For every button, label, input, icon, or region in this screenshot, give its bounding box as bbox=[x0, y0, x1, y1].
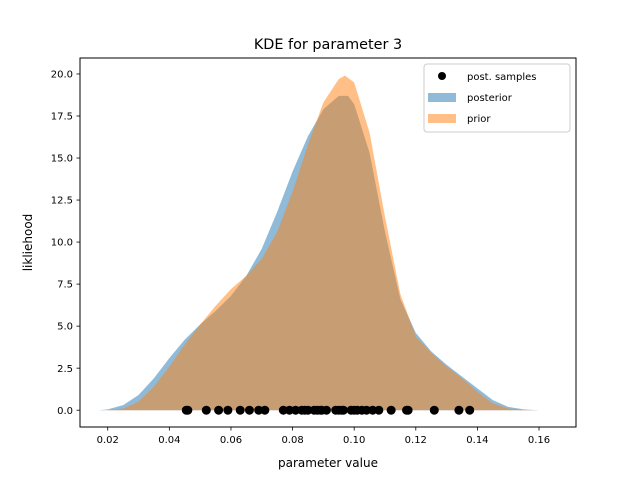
y-tick-label: 20.0 bbox=[51, 70, 73, 81]
x-tick-label: 0.12 bbox=[405, 435, 427, 446]
sample-point bbox=[362, 405, 372, 415]
legend-label: prior bbox=[467, 114, 491, 125]
sample-point bbox=[321, 405, 331, 415]
x-tick-label: 0.02 bbox=[97, 435, 119, 446]
x-tick-label: 0.08 bbox=[281, 435, 303, 446]
legend-label: posterior bbox=[467, 93, 513, 104]
y-tick-label: 2.5 bbox=[57, 364, 73, 375]
sample-point bbox=[429, 405, 439, 415]
chart-title: KDE for parameter 3 bbox=[254, 37, 402, 53]
y-tick-label: 17.5 bbox=[51, 112, 73, 123]
x-tick-label: 0.06 bbox=[220, 435, 242, 446]
sample-point bbox=[374, 405, 384, 415]
sample-point bbox=[254, 405, 264, 415]
legend-marker bbox=[438, 72, 446, 80]
sample-point bbox=[303, 405, 313, 415]
sample-point bbox=[368, 405, 378, 415]
y-tick-label: 0.0 bbox=[57, 406, 73, 417]
sample-point bbox=[214, 405, 224, 415]
x-tick-label: 0.04 bbox=[158, 435, 180, 446]
sample-point bbox=[386, 405, 396, 415]
axes-frame bbox=[79, 57, 577, 428]
y-tick-label: 10.0 bbox=[51, 238, 73, 249]
y-tick-label: 5.0 bbox=[57, 322, 73, 333]
x-tick-label: 0.16 bbox=[528, 435, 550, 446]
y-axis-label: likliehood bbox=[21, 214, 35, 272]
legend: post. samples posterior prior bbox=[423, 63, 571, 133]
legend-swatch bbox=[428, 93, 456, 102]
sample-point bbox=[244, 405, 254, 415]
x-tick-label: 0.14 bbox=[466, 435, 488, 446]
sample-point bbox=[284, 405, 294, 415]
sample-point bbox=[403, 405, 413, 415]
sample-point bbox=[291, 405, 301, 415]
y-axis: 0.0 2.5 5.0 7.5 10.0 12.5 15.0 17.5 20.0 bbox=[51, 70, 80, 417]
sample-point bbox=[235, 405, 245, 415]
legend-label: post. samples bbox=[467, 72, 537, 83]
y-tick-label: 15.0 bbox=[51, 154, 73, 165]
x-tick-label: 0.10 bbox=[343, 435, 365, 446]
sample-point bbox=[278, 405, 288, 415]
sample-point bbox=[454, 405, 464, 415]
series-area-prior bbox=[107, 75, 540, 411]
legend-box bbox=[423, 63, 571, 133]
sample-point bbox=[260, 405, 270, 415]
x-axis-label: parameter value bbox=[278, 456, 378, 470]
sample-point bbox=[183, 405, 193, 415]
y-tick-label: 12.5 bbox=[51, 196, 73, 207]
sample-point bbox=[223, 405, 233, 415]
sample-point bbox=[201, 405, 211, 415]
legend-swatch bbox=[428, 114, 456, 123]
y-tick-label: 7.5 bbox=[57, 280, 73, 291]
sample-point bbox=[465, 405, 475, 415]
sample-point bbox=[338, 405, 348, 415]
plot-area bbox=[98, 75, 555, 415]
x-axis: 0.02 0.04 0.06 0.08 0.10 0.12 0.14 0.16 bbox=[97, 427, 550, 446]
